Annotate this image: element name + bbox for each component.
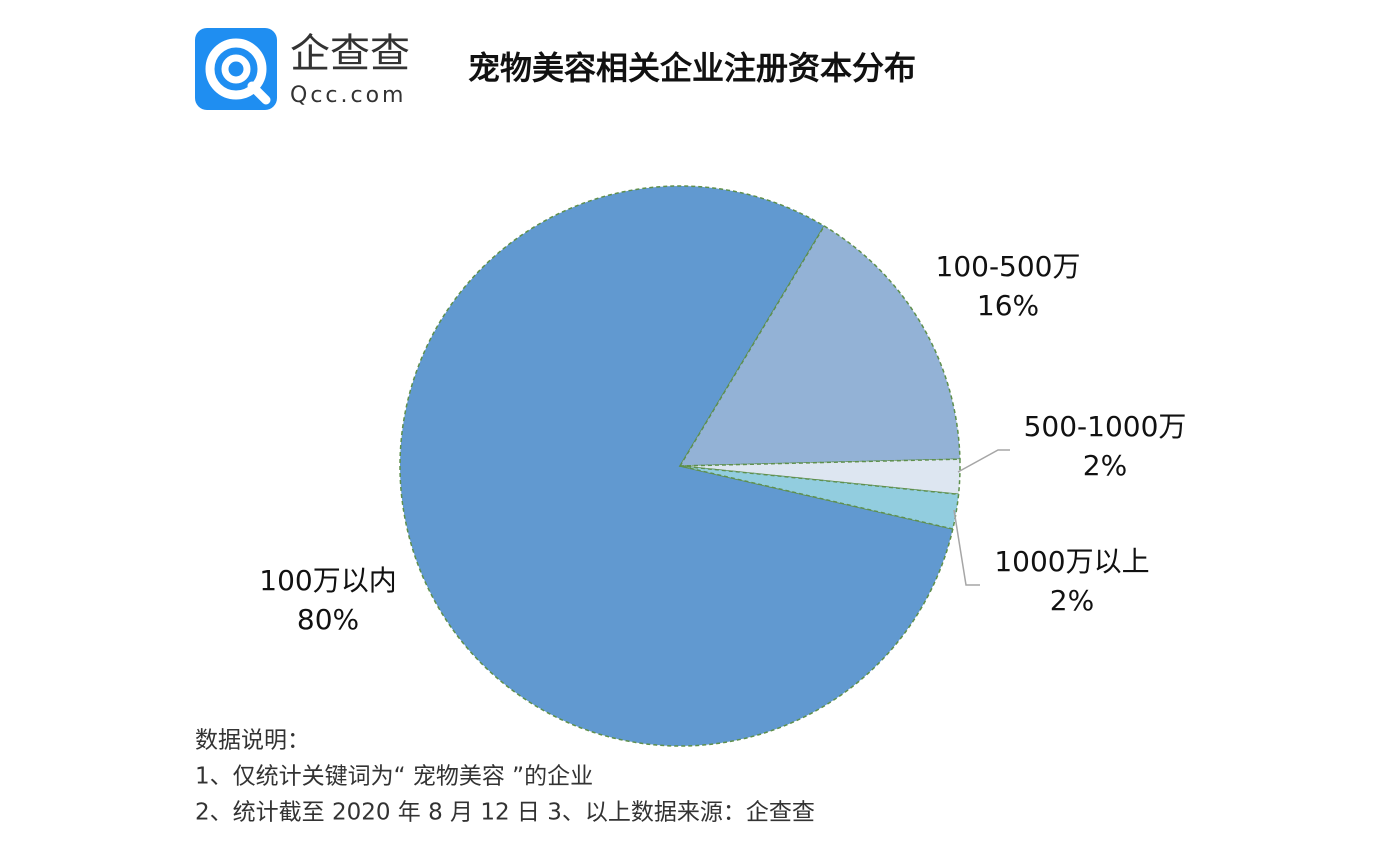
logo-ring-inner <box>221 54 251 84</box>
slice-value: 2% <box>1050 584 1094 617</box>
slice-label: 100万以内 <box>259 564 396 597</box>
logo-site: Qcc.com <box>290 83 407 108</box>
slice-label: 500-1000万 <box>1024 410 1187 443</box>
logo-name: 企查查 <box>290 31 410 77</box>
slice-value: 16% <box>977 289 1039 322</box>
pie-slice <box>678 224 961 467</box>
logo-ring <box>205 38 267 100</box>
pie-slice <box>679 458 961 496</box>
pie-slice <box>399 185 954 747</box>
note: 数据说明： <box>195 728 310 754</box>
slice-value: 80% <box>297 603 359 636</box>
slice-label: 100-500万 <box>936 250 1081 283</box>
note: 2、统计截至 2020 年 8 月 12 日 3、以上数据来源：企查查 <box>195 800 815 826</box>
slice-label: 1000万以上 <box>994 545 1149 578</box>
leader-line <box>957 449 1010 473</box>
slice-value: 2% <box>1083 449 1127 482</box>
note: 1、仅统计关键词为“ 宠物美容 ”的企业 <box>195 764 593 790</box>
logo-tail <box>247 81 271 105</box>
chart-title: 宠物美容相关企业注册资本分布 <box>468 49 916 87</box>
pie-slice <box>679 465 960 530</box>
leader-line <box>953 509 980 586</box>
